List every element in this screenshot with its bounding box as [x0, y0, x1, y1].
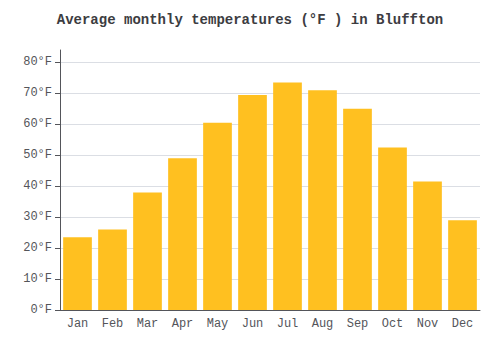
svg-text:70°F: 70°F: [23, 86, 52, 100]
svg-text:Jan: Jan: [67, 317, 89, 331]
svg-text:30°F: 30°F: [23, 210, 52, 224]
svg-text:Average monthly temperatures (: Average monthly temperatures (°F ) in Bl…: [57, 12, 443, 28]
svg-text:80°F: 80°F: [23, 55, 52, 69]
svg-text:60°F: 60°F: [23, 117, 52, 131]
svg-text:10°F: 10°F: [23, 272, 52, 286]
svg-text:Mar: Mar: [137, 317, 159, 331]
svg-text:Apr: Apr: [172, 317, 194, 331]
svg-text:Feb: Feb: [102, 317, 124, 331]
svg-text:Sep: Sep: [347, 317, 369, 331]
svg-text:Oct: Oct: [382, 317, 404, 331]
svg-text:Jun: Jun: [242, 317, 264, 331]
svg-text:20°F: 20°F: [23, 241, 52, 255]
svg-text:Dec: Dec: [452, 317, 474, 331]
svg-text:50°F: 50°F: [23, 148, 52, 162]
svg-text:May: May: [207, 317, 229, 331]
svg-text:0°F: 0°F: [30, 303, 52, 317]
svg-text:Nov: Nov: [417, 317, 439, 331]
svg-text:40°F: 40°F: [23, 179, 52, 193]
svg-text:Jul: Jul: [277, 317, 299, 331]
svg-text:Aug: Aug: [312, 317, 334, 331]
